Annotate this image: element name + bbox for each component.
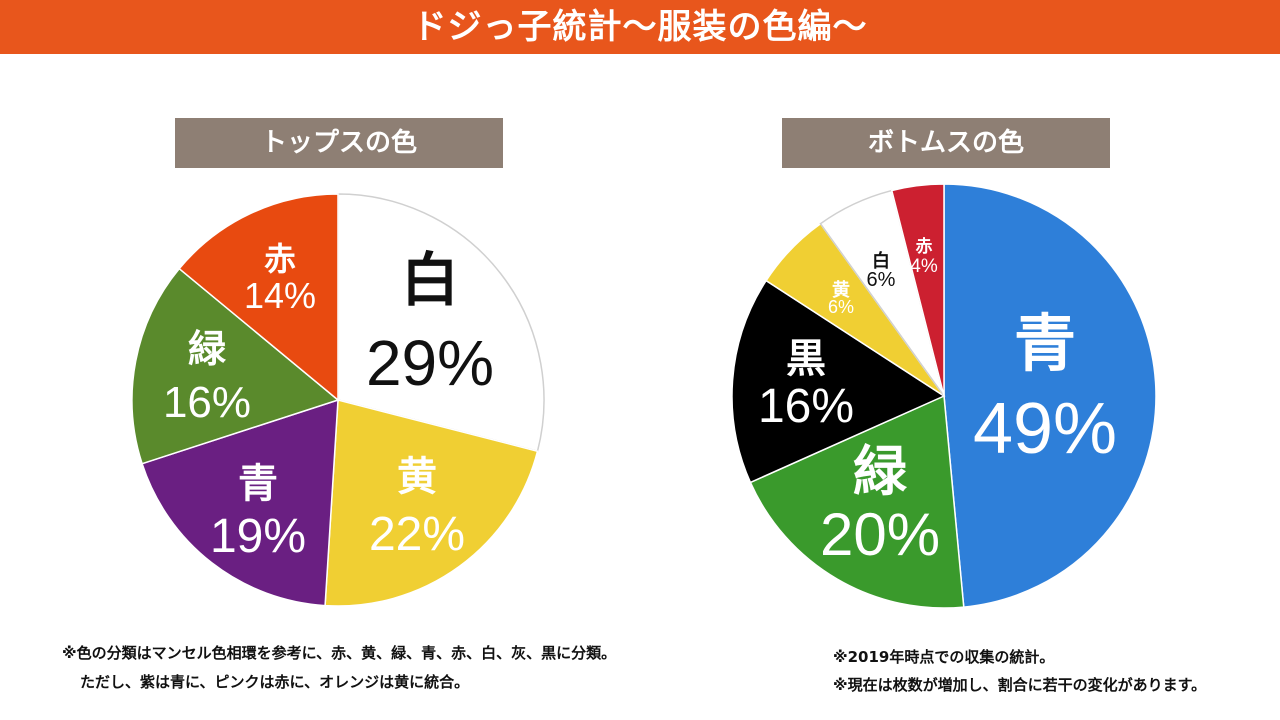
bottoms-slice-0 <box>943 183 1157 608</box>
tops-slice-3 <box>131 267 340 465</box>
bottoms-slice-label-1: 緑 <box>853 440 908 503</box>
tops-slice-2 <box>141 398 339 607</box>
tops-chart-title: トップスの色 <box>175 118 503 168</box>
tops-slice-label-3: 緑 <box>188 327 227 371</box>
tops-slice-label-4: 赤 <box>264 240 296 278</box>
note-year: ※2019年時点での収集の統計。 <box>833 648 1055 666</box>
tops-slice-value-0: 29% <box>366 327 494 399</box>
bottoms-slice-value-0: 49% <box>973 389 1117 469</box>
bottoms-slice-label-0: 青 <box>1014 307 1076 380</box>
bottoms-slice-value-5: 4% <box>910 256 938 277</box>
bottoms-slice-label-5: 赤 <box>916 236 933 257</box>
bottoms-slice-value-3: 6% <box>828 297 854 317</box>
note-classification: ※色の分類はマンセル色相環を参考に、赤、黄、緑、青、赤、白、灰、黒に分類。 <box>62 644 617 662</box>
bottoms-slice-1 <box>749 394 965 609</box>
bottoms-slice-label-2: 黒 <box>786 336 826 382</box>
bottoms-slice-value-4: 6% <box>867 269 896 291</box>
tops-slice-label-1: 黄 <box>397 454 437 500</box>
tops-slice-4 <box>178 193 339 402</box>
bottoms-pie: 青49%緑20%黒16%黄6%白6%赤4% <box>731 183 1157 609</box>
tops-slice-value-1: 22% <box>369 508 465 561</box>
bottoms-slice-value-1: 20% <box>820 501 940 568</box>
bottoms-slice-value-2: 16% <box>758 380 854 433</box>
bottoms-chart-title: ボトムスの色 <box>782 118 1110 168</box>
tops-slice-value-2: 19% <box>210 510 306 563</box>
bottoms-slice-2 <box>731 279 946 484</box>
bottoms-slice-5 <box>890 183 945 397</box>
note-merge: ただし、紫は青に、ピンクは赤に、オレンジは黄に統合。 <box>80 673 470 691</box>
tops-slice-label-2: 青 <box>238 461 278 507</box>
tops-slice-value-4: 14% <box>244 275 316 316</box>
bottoms-slice-label-4: 白 <box>872 250 890 272</box>
tops-slice-value-3: 16% <box>163 378 251 427</box>
note-change: ※現在は枚数が増加し、割合に若干の変化があります。 <box>833 676 1207 694</box>
bottoms-slice-label-3: 黄 <box>832 279 850 301</box>
page-title: ドジっ子統計〜服装の色編〜 <box>0 0 1280 54</box>
tops-slice-1 <box>324 399 539 607</box>
tops-slice-0 <box>337 193 545 453</box>
tops-pie: 白 29% 黄 22% 青19% 緑 16% 赤14% <box>131 193 545 607</box>
tops-slice-label-0: 白 <box>401 246 459 314</box>
